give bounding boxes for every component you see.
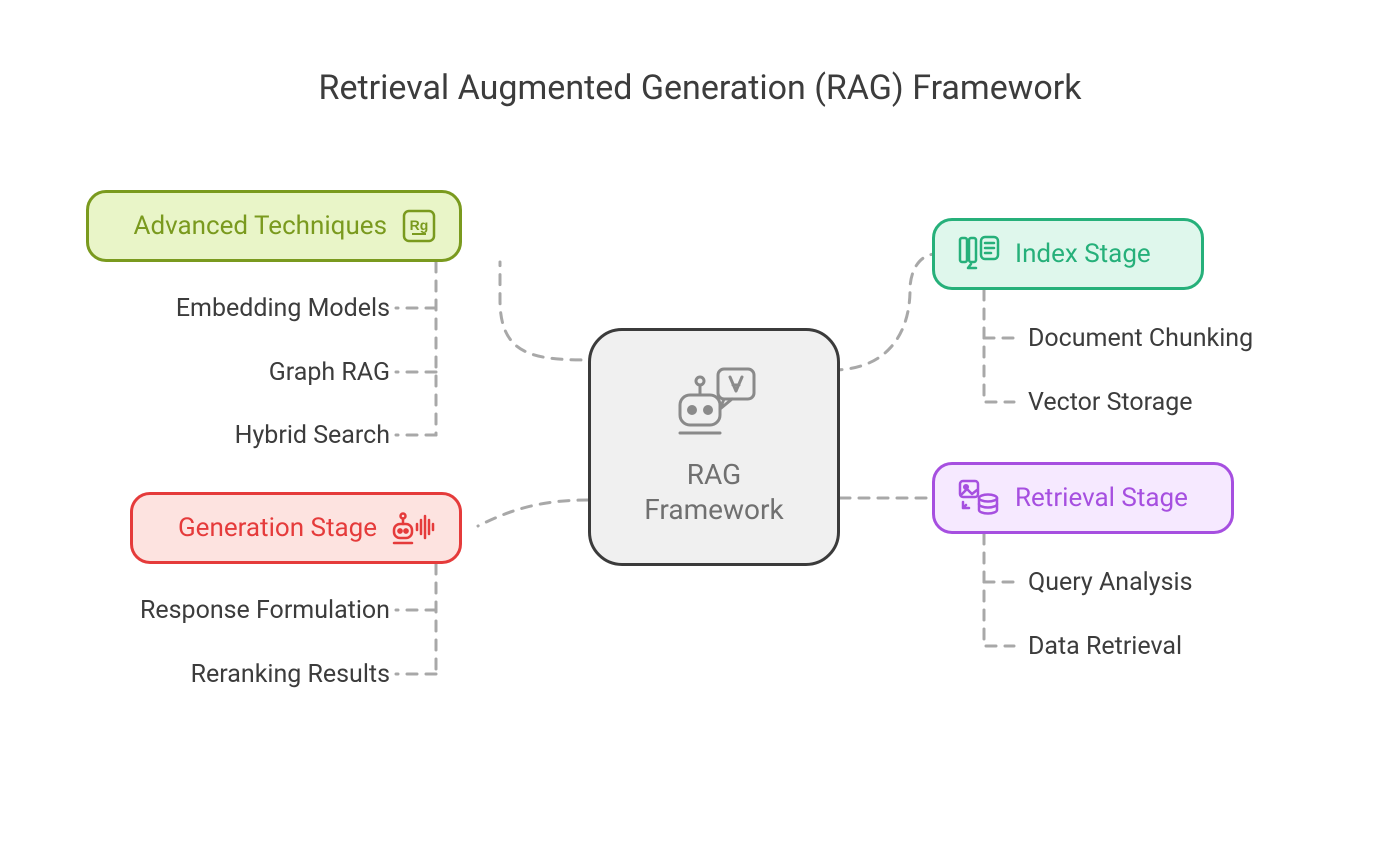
retrieval-item-0: Query Analysis: [1028, 568, 1192, 597]
image-db-icon: [957, 478, 1001, 518]
robot-chat-icon: [670, 367, 758, 445]
node-advanced-label: Advanced Techniques: [134, 211, 388, 241]
advanced-item-0: Embedding Models: [130, 294, 390, 323]
advanced-item-1: Graph RAG: [232, 358, 390, 387]
node-index: Index Stage: [932, 218, 1204, 290]
node-generation-label: Generation Stage: [178, 513, 377, 543]
index-item-1: Vector Storage: [1028, 388, 1193, 417]
index-item-0: Document Chunking: [1028, 324, 1253, 353]
node-index-label: Index Stage: [1015, 239, 1151, 269]
generation-item-1: Reranking Results: [147, 660, 390, 689]
node-generation: Generation Stage: [130, 492, 462, 564]
generation-item-0: Response Formulation: [84, 596, 390, 625]
center-label: RAGFramework: [644, 457, 783, 527]
center-node: RAGFramework: [588, 328, 840, 566]
svg-text:Rg: Rg: [410, 217, 429, 233]
advanced-item-2: Hybrid Search: [197, 421, 390, 450]
page-title: Retrieval Augmented Generation (RAG) Fra…: [0, 68, 1400, 108]
rg-badge-icon: Rg: [401, 208, 437, 244]
node-advanced: Advanced Techniques Rg: [86, 190, 462, 262]
index-doc-icon: [957, 234, 1001, 274]
retrieval-item-1: Data Retrieval: [1028, 632, 1182, 661]
node-retrieval-label: Retrieval Stage: [1015, 483, 1188, 513]
robot-sound-icon: [391, 510, 437, 546]
node-retrieval: Retrieval Stage: [932, 462, 1234, 534]
